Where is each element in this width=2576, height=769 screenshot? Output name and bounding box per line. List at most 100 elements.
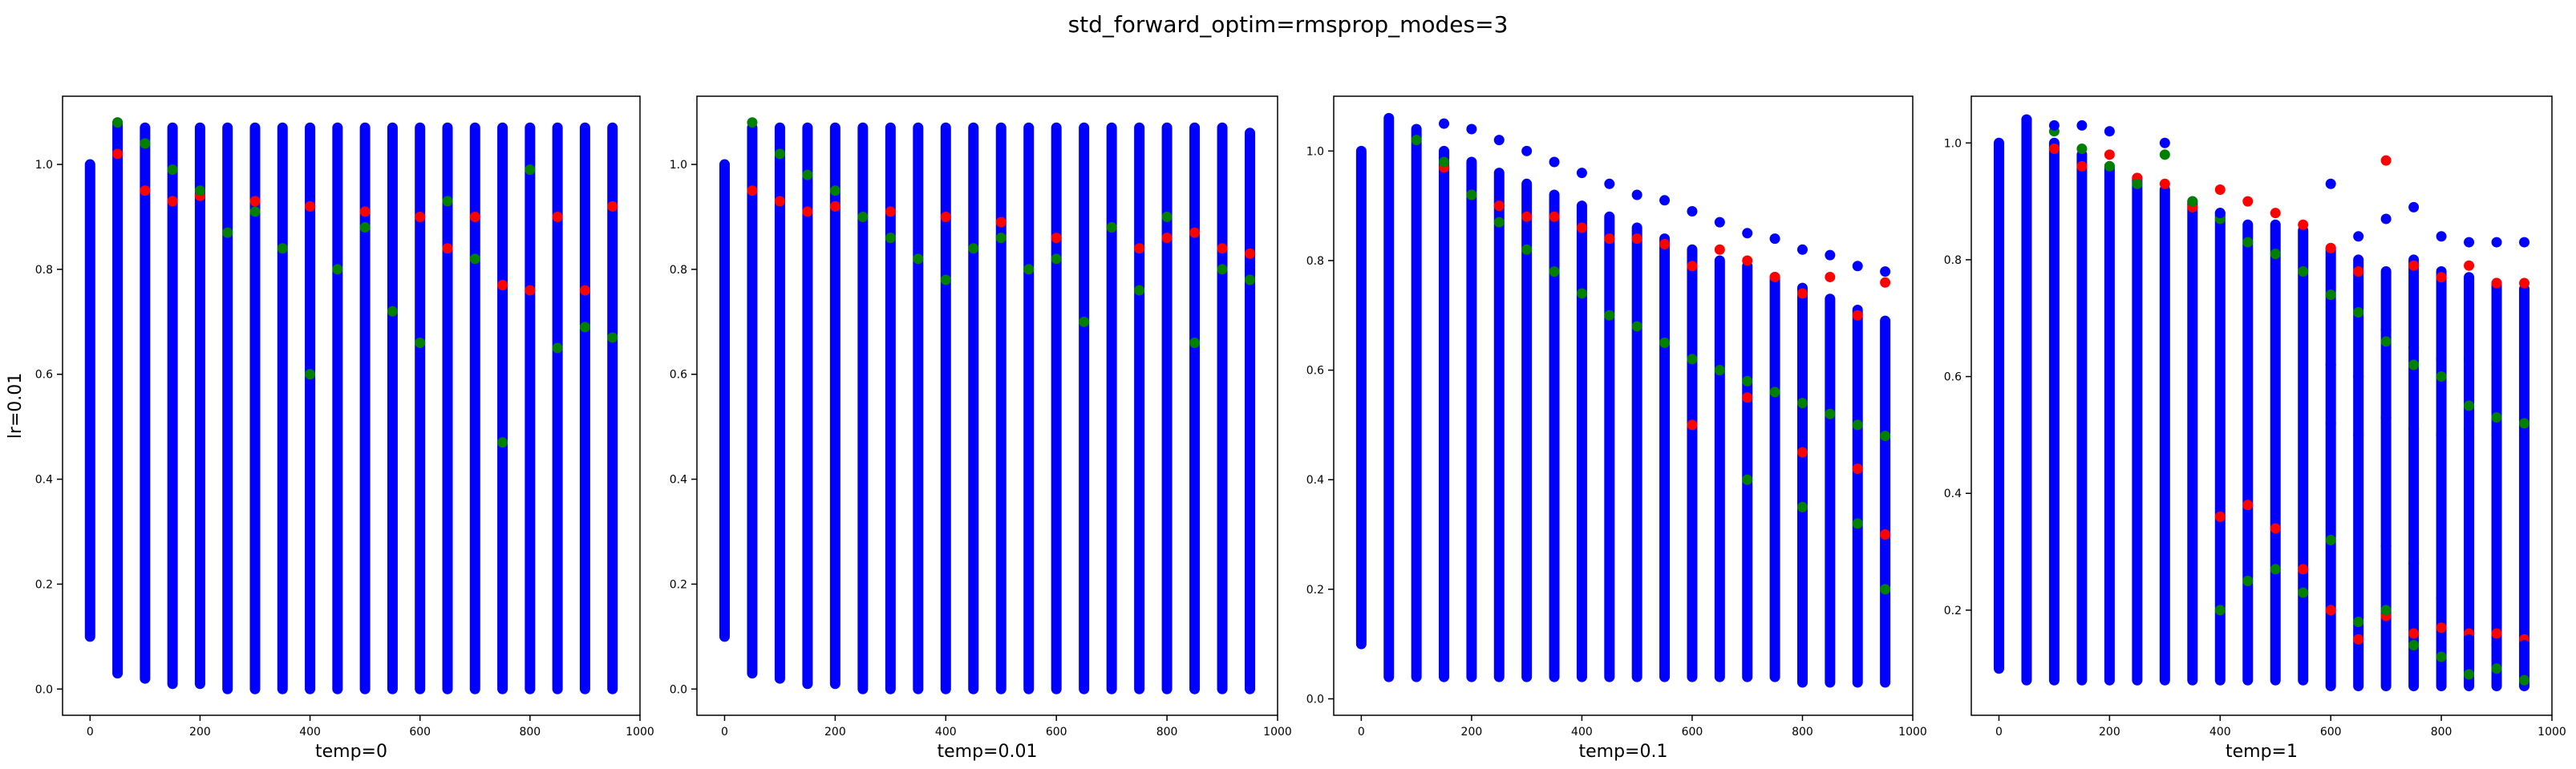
x-tick-label: 400 <box>299 726 321 739</box>
data-point <box>1576 288 1587 299</box>
data-point <box>2408 260 2420 271</box>
data-point <box>222 227 233 238</box>
data-point <box>2408 359 2420 370</box>
data-point <box>2408 201 2420 212</box>
data-point <box>2132 178 2143 189</box>
data-point <box>1659 195 1671 206</box>
data-point <box>1769 271 1780 282</box>
data-point <box>2298 587 2309 598</box>
data-point <box>305 369 316 380</box>
x-tick-label: 200 <box>189 726 211 739</box>
data-point <box>2214 511 2226 522</box>
data-point <box>359 206 371 217</box>
x-tick-label: 400 <box>1571 726 1593 739</box>
data-point <box>1796 398 1808 409</box>
data-point <box>2464 237 2475 248</box>
data-point <box>1742 255 1753 266</box>
x-tick-label: 0 <box>87 726 94 739</box>
data-point <box>1604 178 1615 189</box>
data-point <box>2353 371 2364 382</box>
data-point <box>387 306 398 317</box>
y-tick-label: 1.0 <box>1306 145 1324 158</box>
data-point <box>167 196 178 207</box>
data-point <box>2519 277 2530 289</box>
data-point <box>2464 354 2475 365</box>
data-point <box>802 206 813 217</box>
data-point <box>1604 310 1615 321</box>
data-point <box>525 285 536 296</box>
data-point <box>1880 584 1891 595</box>
data-point <box>1659 238 1671 249</box>
data-point <box>1742 392 1753 403</box>
data-point <box>2491 237 2502 248</box>
data-point <box>1852 310 1863 321</box>
data-point <box>2159 137 2170 148</box>
data-point <box>2353 231 2364 242</box>
subplot-2: 0 200 400 600 800 1000 0.0 0.2 0.4 0.6 0.8 1.0 temp=… <box>670 95 1292 762</box>
data-point <box>1106 222 1117 233</box>
data-point <box>2325 178 2336 189</box>
y-tick-label: 0.8 <box>1306 255 1324 268</box>
data-point <box>2436 231 2447 242</box>
data-point <box>2270 523 2281 534</box>
y-tick-label: 0.0 <box>670 683 687 696</box>
data-point <box>1079 316 1090 327</box>
data-point <box>2491 429 2502 440</box>
data-point <box>1493 135 1505 146</box>
data-point <box>1245 248 1256 259</box>
data-point <box>2104 126 2115 137</box>
subplot-4: 0 200 400 600 800 1000 0.2 0.4 0.6 0.8 1.0 temp=1 <box>1944 95 2566 762</box>
data-point <box>913 253 924 265</box>
data-point <box>829 200 840 212</box>
data-point <box>2436 354 2447 365</box>
axes-frame <box>1333 95 1914 716</box>
data-point <box>1631 233 1642 245</box>
x-tick-label: 800 <box>2431 726 2452 739</box>
data-point <box>1825 249 1836 261</box>
data-point <box>469 253 480 265</box>
data-point <box>774 148 785 160</box>
data-point <box>2436 651 2447 662</box>
data-point <box>1134 285 1145 296</box>
data-point <box>2380 213 2392 225</box>
data-point <box>968 243 979 254</box>
y-tick-label: 1.0 <box>1944 137 1962 150</box>
data-point <box>2380 336 2392 347</box>
data-point <box>2214 208 2226 219</box>
data-point <box>1714 365 1725 376</box>
data-point <box>1493 217 1505 228</box>
data-point <box>747 117 758 128</box>
x-tick-label: 0 <box>1995 726 2003 739</box>
data-point <box>2325 535 2336 546</box>
data-point <box>2436 593 2447 604</box>
data-point <box>2408 423 2420 435</box>
data-point <box>2464 633 2475 645</box>
data-point <box>2325 359 2336 370</box>
data-point <box>2491 277 2502 289</box>
data-point <box>2380 605 2392 616</box>
data-point <box>1549 266 1560 277</box>
axes-frame <box>62 95 641 716</box>
data-point <box>1687 205 1698 217</box>
data-point <box>552 342 563 354</box>
data-point <box>2353 616 2364 627</box>
data-point <box>1521 145 1533 156</box>
y-tick-label: 0.4 <box>670 474 687 487</box>
data-point <box>1687 419 1698 431</box>
x-tick-label: 400 <box>2209 726 2231 739</box>
data-point <box>1769 387 1780 398</box>
data-point <box>1742 474 1753 485</box>
data-point <box>2491 640 2502 651</box>
data-point <box>2021 114 2032 125</box>
data-point <box>442 196 453 207</box>
x-axis-label: temp=0.01 <box>938 742 1038 762</box>
x-tick-label: 1000 <box>2538 726 2566 739</box>
data-point <box>1714 217 1725 228</box>
data-point <box>167 164 178 176</box>
data-point <box>2214 184 2226 196</box>
data-point <box>995 217 1007 228</box>
data-point <box>112 117 124 128</box>
data-point <box>2519 418 2530 429</box>
data-point <box>579 322 590 333</box>
y-tick-label: 0.2 <box>1306 584 1324 597</box>
